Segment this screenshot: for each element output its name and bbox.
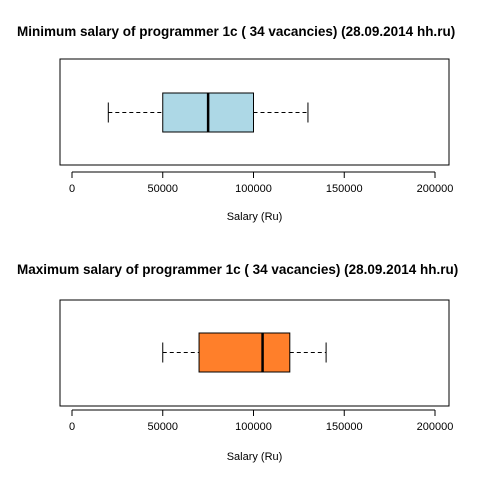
x-tick-label: 50000 <box>147 183 178 195</box>
x-tick-label: 100000 <box>235 183 272 195</box>
plot-frame <box>59 299 450 407</box>
plot-frame <box>59 58 450 166</box>
x-tick-label: 0 <box>69 421 75 433</box>
iqr-box <box>198 332 291 373</box>
x-tick-label: 200000 <box>417 183 454 195</box>
x-axis-label: Salary (Ru) <box>227 211 283 223</box>
x-tick-label: 50000 <box>147 421 178 433</box>
x-axis-label: Salary (Ru) <box>227 451 283 463</box>
panel-minimum-salary: Minimum salary of programmer 1c ( 34 vac… <box>17 24 455 223</box>
x-tick-label: 0 <box>69 183 75 195</box>
panel-maximum-salary: Maximum salary of programmer 1c ( 34 vac… <box>17 262 458 463</box>
chart-title: Minimum salary of programmer 1c ( 34 vac… <box>17 24 455 39</box>
x-tick-label: 150000 <box>326 183 363 195</box>
x-tick-label: 150000 <box>326 421 363 433</box>
x-tick-label: 200000 <box>417 421 454 433</box>
x-tick-label: 100000 <box>235 421 272 433</box>
chart-title: Maximum salary of programmer 1c ( 34 vac… <box>17 262 458 277</box>
